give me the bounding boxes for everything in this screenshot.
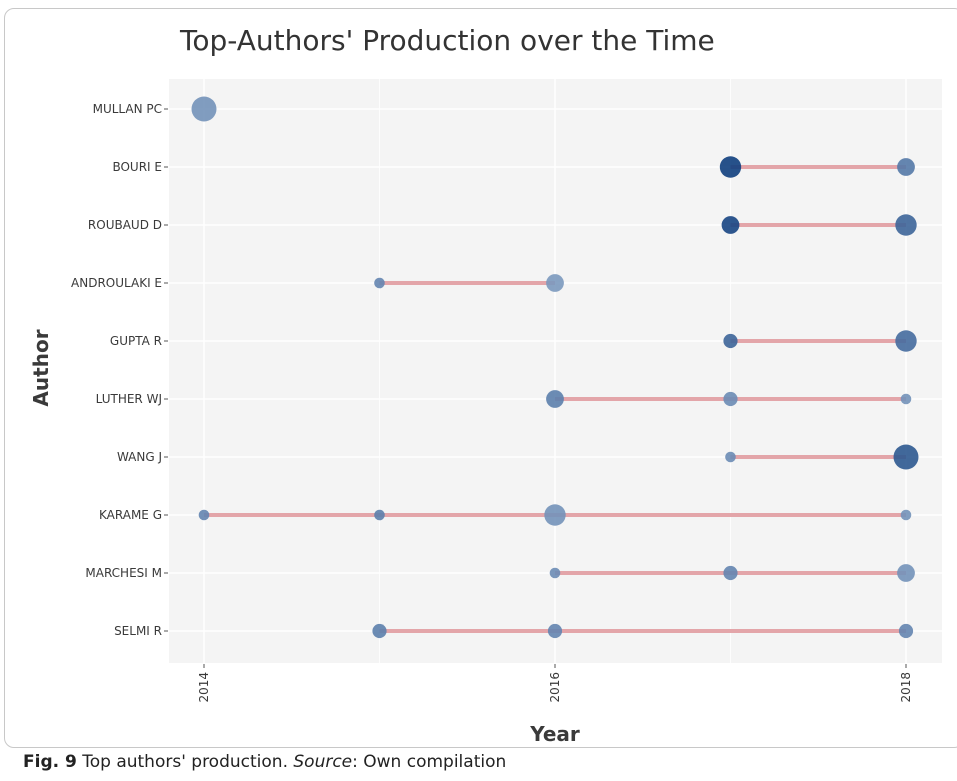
y-tick-label: MARCHESI M <box>85 566 162 580</box>
x-axis-ticks: 2014 2016 2018 <box>197 664 913 703</box>
production-points <box>191 96 919 639</box>
y-axis-ticks: MULLAN PC BOURI E ROUBAUD D ANDROULAKI E GUP… <box>71 102 168 638</box>
chart-title: Top-Authors' Production over the Time <box>179 24 715 57</box>
production-point <box>900 509 912 521</box>
y-tick-label: BOURI E <box>112 160 162 174</box>
authors-production-chart: Top-Authors' Production over the Time MU… <box>29 24 942 746</box>
y-tick-label: ANDROULAKI E <box>71 276 162 290</box>
caption-text: Top authors' production. <box>76 752 294 772</box>
production-point <box>900 393 912 405</box>
production-point <box>374 509 385 521</box>
production-point <box>895 214 917 236</box>
y-tick-label: GUPTA R <box>110 334 162 348</box>
production-point <box>897 564 915 582</box>
production-point <box>191 96 217 122</box>
production-point <box>898 623 914 639</box>
y-tick-label: WANG J <box>117 450 162 464</box>
production-point <box>372 623 387 639</box>
production-point <box>725 451 736 463</box>
production-point <box>198 509 210 521</box>
production-point <box>547 623 563 639</box>
caption-label: Fig. 9 <box>23 752 77 772</box>
production-point <box>544 504 566 526</box>
y-tick-label: SELMI R <box>114 624 162 638</box>
figure-caption: Fig. 9 Top authors' production. Source: … <box>23 752 506 772</box>
x-tick-label: 2018 <box>899 672 913 703</box>
y-axis-label: Author <box>29 329 53 406</box>
production-point <box>721 216 740 234</box>
x-tick-label: 2014 <box>197 672 211 703</box>
production-point <box>723 565 738 581</box>
production-point <box>546 390 564 408</box>
production-point <box>895 330 917 352</box>
y-tick-label: ROUBAUD D <box>88 218 162 232</box>
production-point <box>374 277 385 289</box>
production-point <box>719 156 742 178</box>
x-tick-label: 2016 <box>548 672 562 703</box>
production-point <box>897 158 915 176</box>
y-tick-label: MULLAN PC <box>93 102 162 116</box>
x-axis-label: Year <box>529 722 580 746</box>
figure-frame <box>4 8 957 748</box>
production-point <box>546 274 564 292</box>
production-point <box>893 444 919 470</box>
production-point <box>723 391 738 407</box>
y-tick-label: KARAME G <box>99 508 162 522</box>
caption-text-after: : Own compilation <box>352 752 507 772</box>
y-tick-label: LUTHER WJ <box>96 392 162 406</box>
production-point <box>723 333 738 349</box>
production-point <box>549 567 561 579</box>
caption-source-label: Source <box>293 752 353 772</box>
